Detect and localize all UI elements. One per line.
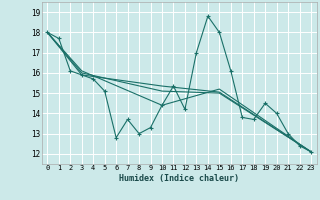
- X-axis label: Humidex (Indice chaleur): Humidex (Indice chaleur): [119, 174, 239, 183]
